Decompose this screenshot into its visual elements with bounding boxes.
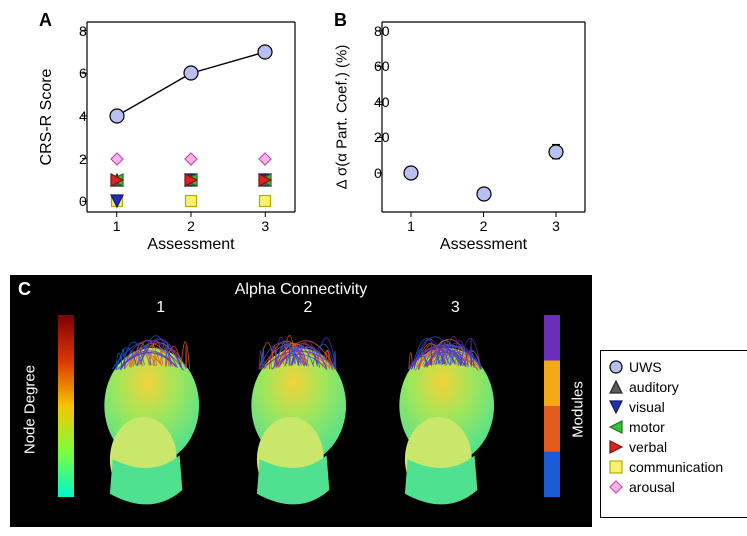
y-axis-title: CRS-R Score bbox=[38, 69, 56, 166]
head-2 bbox=[236, 321, 375, 518]
marker-visual bbox=[110, 194, 124, 208]
marker-UWS bbox=[109, 108, 125, 124]
panel-b: B 020406080123AssessmentΔ σ(α Part. Coef… bbox=[330, 8, 595, 258]
motor-icon bbox=[609, 420, 623, 434]
xtick: 1 bbox=[407, 218, 415, 234]
legend-item-UWS: UWS bbox=[609, 357, 747, 377]
panel-a: A 02468123AssessmentCRS-R Score bbox=[35, 8, 305, 258]
auditory-icon bbox=[609, 380, 623, 394]
panel-c-title: Alpha Connectivity bbox=[10, 281, 592, 299]
panel-c: C Alpha Connectivity Node Degree Modules… bbox=[10, 275, 592, 527]
communication-icon bbox=[609, 460, 623, 474]
marker-verbal bbox=[110, 173, 124, 187]
heads-row: 1 2 bbox=[85, 303, 527, 515]
legend-label: verbal bbox=[629, 439, 667, 455]
x-axis-title: Assessment bbox=[147, 236, 234, 254]
legend-item-visual: visual bbox=[609, 397, 747, 417]
modules-label: Modules bbox=[570, 330, 587, 490]
modules-colorbar bbox=[544, 315, 560, 497]
head-1 bbox=[89, 321, 228, 518]
marker-UWS bbox=[548, 144, 564, 160]
xtick: 3 bbox=[261, 218, 269, 234]
legend-item-motor: motor bbox=[609, 417, 747, 437]
marker-communication bbox=[185, 195, 198, 208]
legend-label: auditory bbox=[629, 379, 679, 395]
xtick: 1 bbox=[113, 218, 121, 234]
head-label: 2 bbox=[298, 299, 318, 317]
marker-communication bbox=[259, 195, 272, 208]
panel-b-plot: 020406080123AssessmentΔ σ(α Part. Coef.)… bbox=[382, 22, 585, 212]
legend-label: visual bbox=[629, 399, 665, 415]
y-axis-title: Δ σ(α Part. Coef.) (%) bbox=[334, 45, 351, 190]
marker-arousal bbox=[258, 152, 272, 166]
legend-label: UWS bbox=[629, 359, 662, 375]
panel-a-label: A bbox=[39, 10, 52, 31]
xtick: 2 bbox=[480, 218, 488, 234]
marker-verbal bbox=[258, 173, 272, 187]
node-degree-label: Node Degree bbox=[22, 320, 39, 500]
legend-label: communication bbox=[629, 459, 723, 475]
legend-item-arousal: arousal bbox=[609, 477, 747, 497]
marker-UWS bbox=[403, 165, 419, 181]
arousal-icon bbox=[609, 480, 623, 494]
legend-label: motor bbox=[629, 419, 665, 435]
head-3 bbox=[384, 321, 523, 518]
marker-verbal bbox=[184, 173, 198, 187]
panel-a-plot: 02468123AssessmentCRS-R Score bbox=[87, 22, 295, 212]
panel-b-label: B bbox=[334, 10, 347, 31]
node-degree-colorbar bbox=[58, 315, 74, 497]
marker-UWS bbox=[183, 65, 199, 81]
marker-UWS bbox=[257, 44, 273, 60]
xtick: 3 bbox=[552, 218, 560, 234]
legend-item-communication: communication bbox=[609, 457, 747, 477]
marker-arousal bbox=[184, 152, 198, 166]
head-label: 1 bbox=[151, 299, 171, 317]
legend: UWS auditory visual motor verbal communicatio… bbox=[600, 350, 747, 518]
marker-UWS bbox=[476, 186, 492, 202]
head-label: 3 bbox=[445, 299, 465, 317]
visual-icon bbox=[609, 400, 623, 414]
legend-item-auditory: auditory bbox=[609, 377, 747, 397]
legend-label: arousal bbox=[629, 479, 675, 495]
x-axis-title: Assessment bbox=[440, 236, 527, 254]
xtick: 2 bbox=[187, 218, 195, 234]
verbal-icon bbox=[609, 440, 623, 454]
legend-item-verbal: verbal bbox=[609, 437, 747, 457]
UWS-icon bbox=[609, 360, 623, 374]
marker-arousal bbox=[110, 152, 124, 166]
